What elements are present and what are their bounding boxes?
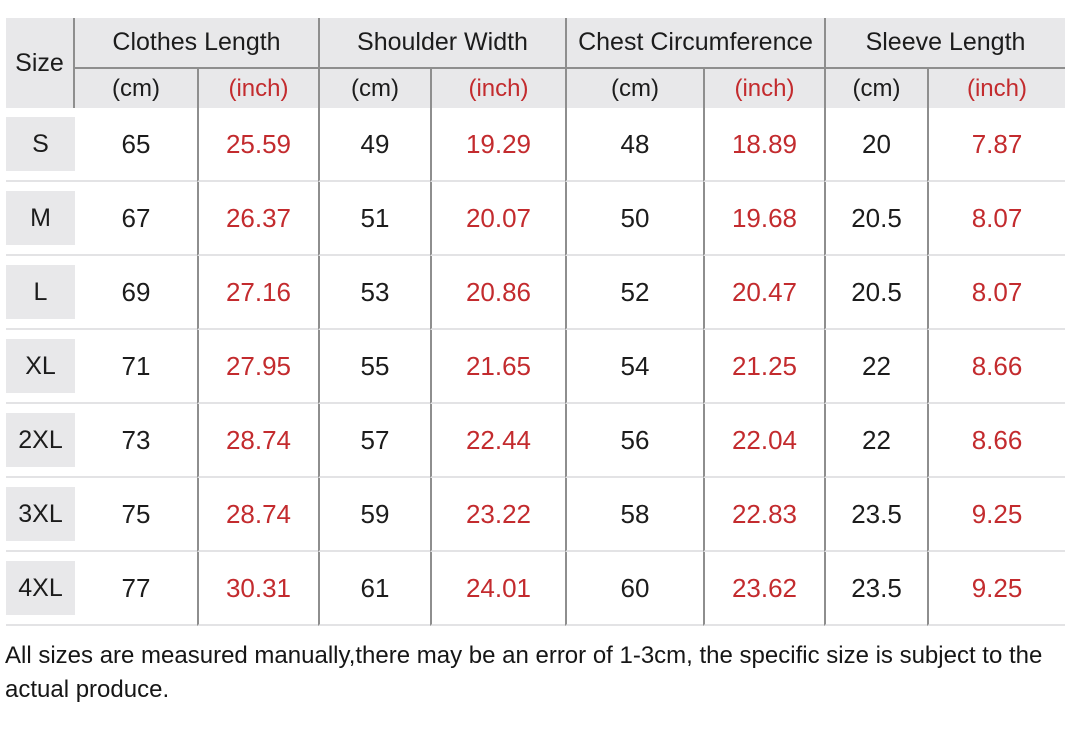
value-cell: 23.62 <box>703 552 824 626</box>
unit-sleeve-cm: (cm) <box>824 69 927 108</box>
size-label: L <box>6 265 75 319</box>
value-cell: 25.59 <box>197 108 318 182</box>
value-cell: 53 <box>318 256 430 330</box>
value-cell: 20.5 <box>824 182 927 256</box>
size-cell: L <box>6 256 75 330</box>
value-cell: 21.25 <box>703 330 824 404</box>
value-cell: 52 <box>565 256 703 330</box>
value-cell: 54 <box>565 330 703 404</box>
unit-chest-cm: (cm) <box>565 69 703 108</box>
value-cell: 69 <box>75 256 197 330</box>
size-label: S <box>6 117 75 171</box>
value-cell: 27.95 <box>197 330 318 404</box>
value-cell: 67 <box>75 182 197 256</box>
unit-shoulder-cm: (cm) <box>318 69 430 108</box>
header-group-sleeve-length: Sleeve Length <box>824 18 1065 69</box>
value-cell: 61 <box>318 552 430 626</box>
size-cell: M <box>6 182 75 256</box>
value-cell: 22.83 <box>703 478 824 552</box>
value-cell: 55 <box>318 330 430 404</box>
value-cell: 8.07 <box>927 182 1065 256</box>
value-cell: 20.07 <box>430 182 565 256</box>
value-cell: 56 <box>565 404 703 478</box>
value-cell: 28.74 <box>197 478 318 552</box>
value-cell: 22 <box>824 330 927 404</box>
size-cell: 2XL <box>6 404 75 478</box>
value-cell: 28.74 <box>197 404 318 478</box>
value-cell: 65 <box>75 108 197 182</box>
unit-sleeve-inch: (inch) <box>927 69 1065 108</box>
value-cell: 22 <box>824 404 927 478</box>
value-cell: 20 <box>824 108 927 182</box>
value-cell: 26.37 <box>197 182 318 256</box>
size-cell: XL <box>6 330 75 404</box>
value-cell: 27.16 <box>197 256 318 330</box>
unit-shoulder-inch: (inch) <box>430 69 565 108</box>
value-cell: 50 <box>565 182 703 256</box>
value-cell: 19.68 <box>703 182 824 256</box>
value-cell: 19.29 <box>430 108 565 182</box>
value-cell: 58 <box>565 478 703 552</box>
value-cell: 20.5 <box>824 256 927 330</box>
value-cell: 22.04 <box>703 404 824 478</box>
value-cell: 77 <box>75 552 197 626</box>
value-cell: 20.47 <box>703 256 824 330</box>
value-cell: 23.5 <box>824 552 927 626</box>
value-cell: 23.22 <box>430 478 565 552</box>
value-cell: 23.5 <box>824 478 927 552</box>
header-group-chest-circumference: Chest Circumference <box>565 18 824 69</box>
value-cell: 21.65 <box>430 330 565 404</box>
value-cell: 57 <box>318 404 430 478</box>
value-cell: 51 <box>318 182 430 256</box>
value-cell: 8.66 <box>927 330 1065 404</box>
value-cell: 22.44 <box>430 404 565 478</box>
value-cell: 24.01 <box>430 552 565 626</box>
header-group-clothes-length: Clothes Length <box>75 18 318 69</box>
size-chart-table: Size Clothes Length Shoulder Width Chest… <box>6 18 1065 626</box>
value-cell: 49 <box>318 108 430 182</box>
unit-clothes-cm: (cm) <box>75 69 197 108</box>
value-cell: 73 <box>75 404 197 478</box>
value-cell: 71 <box>75 330 197 404</box>
unit-clothes-inch: (inch) <box>197 69 318 108</box>
size-label: XL <box>6 339 75 393</box>
value-cell: 8.66 <box>927 404 1065 478</box>
size-label: M <box>6 191 75 245</box>
value-cell: 8.07 <box>927 256 1065 330</box>
size-cell: S <box>6 108 75 182</box>
measurement-disclaimer-note: All sizes are measured manually,there ma… <box>5 642 1043 703</box>
value-cell: 60 <box>565 552 703 626</box>
header-group-shoulder-width: Shoulder Width <box>318 18 565 69</box>
value-cell: 7.87 <box>927 108 1065 182</box>
value-cell: 30.31 <box>197 552 318 626</box>
value-cell: 20.86 <box>430 256 565 330</box>
size-label: 3XL <box>6 487 75 541</box>
size-label: 2XL <box>6 413 75 467</box>
size-cell: 3XL <box>6 478 75 552</box>
value-cell: 18.89 <box>703 108 824 182</box>
header-size: Size <box>6 18 75 108</box>
value-cell: 48 <box>565 108 703 182</box>
value-cell: 9.25 <box>927 552 1065 626</box>
size-label: 4XL <box>6 561 75 615</box>
value-cell: 75 <box>75 478 197 552</box>
value-cell: 9.25 <box>927 478 1065 552</box>
size-cell: 4XL <box>6 552 75 626</box>
value-cell: 59 <box>318 478 430 552</box>
unit-chest-inch: (inch) <box>703 69 824 108</box>
